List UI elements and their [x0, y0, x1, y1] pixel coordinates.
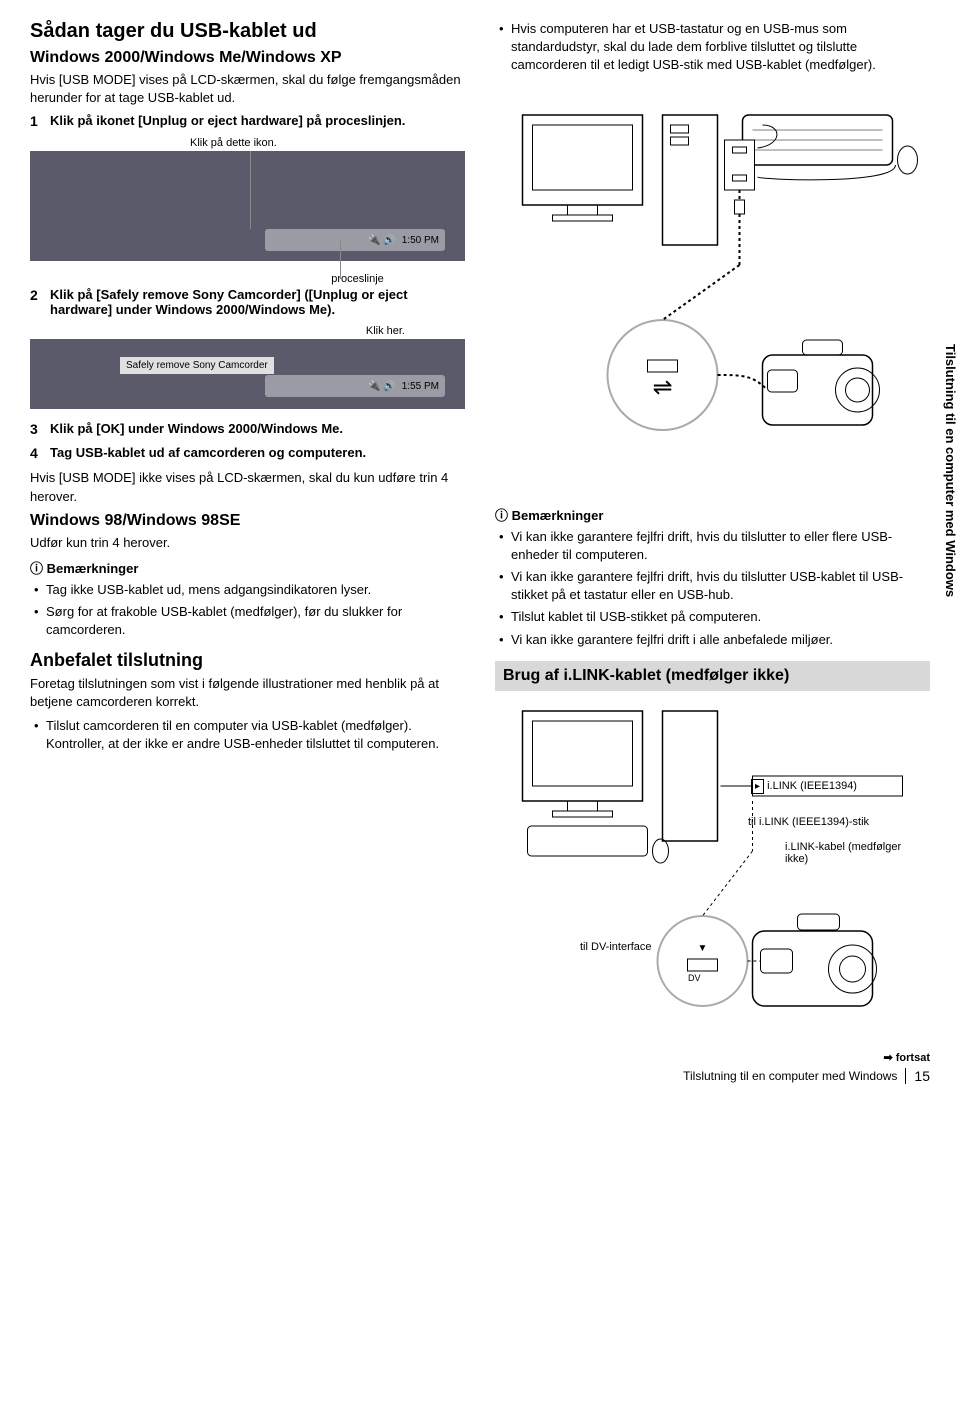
step-4: 4 Tag USB-kablet ud af camcorderen og co… [30, 445, 465, 461]
right-top-list: Hvis computeren har et USB-tastatur og e… [495, 20, 930, 75]
section-band-ilink: Brug af i.LINK-kablet (medfølger ikke) [495, 661, 930, 691]
step-text: Klik på [OK] under Windows 2000/Windows … [50, 421, 343, 437]
page-number: 15 [905, 1068, 930, 1084]
taskbar-tray-2: 🔌 🔊 1:55 PM [265, 375, 445, 397]
proceslinje-label: proceslinje [250, 273, 465, 285]
tooltip-safely-remove: Safely remove Sony Camcorder [120, 357, 274, 374]
step-text: Tag USB-kablet ud af camcorderen og comp… [50, 445, 366, 461]
notes-heading: Bemærkninger [30, 558, 465, 577]
page-footer: fortsat Tilslutning til en computer med … [30, 1051, 930, 1084]
footer-title: Tilslutning til en computer med Windows [683, 1069, 897, 1083]
taskbar-screenshot-2: Safely remove Sony Camcorder 🔌 🔊 1:55 PM [30, 339, 465, 409]
klik-her-label: Klik her. [30, 325, 465, 337]
note-item: Vi kan ikke garantere fejlfri drift, hvi… [511, 528, 930, 564]
ilink-port-label: ▸ i.LINK (IEEE1394) [751, 779, 857, 794]
note-item: Tilslut kablet til USB-stikket på comput… [511, 608, 930, 626]
list-item: Tilslut camcorderen til en computer via … [46, 717, 465, 753]
notes-list: Tag ikke USB-kablet ud, mens adgangsindi… [30, 581, 465, 640]
ilink-diagram: ▼ ▸ i.LINK (IEEE1394) til i.LINK (IEEE13… [495, 701, 930, 1021]
anbefalet-list: Tilslut camcorderen til en computer via … [30, 717, 465, 753]
list-item: Hvis computeren har et USB-tastatur og e… [511, 20, 930, 75]
para-usb-mode: Hvis [USB MODE] ikke vises på LCD-skærme… [30, 469, 465, 505]
icon-label: Klik på dette ikon. [190, 137, 465, 149]
usb-diagram: ⇌ [495, 85, 930, 505]
step-text: Klik på ikonet [Unplug or eject hardware… [50, 113, 405, 129]
note-item: Vi kan ikke garantere fejlfri drift i al… [511, 631, 930, 649]
side-tab: Tilslutning til en computer med Windows [941, 340, 960, 601]
clock-2: 1:55 PM [402, 381, 439, 392]
ilink-text: i.LINK (IEEE1394) [767, 780, 857, 792]
clock-1: 1:50 PM [402, 235, 439, 246]
note-item: Sørg for at frakoble USB-kablet (medfølg… [46, 603, 465, 639]
intro-text: Hvis [USB MODE] vises på LCD-skærmen, sk… [30, 71, 465, 107]
step-3: 3 Klik på [OK] under Windows 2000/Window… [30, 421, 465, 437]
step-num: 3 [30, 421, 50, 437]
page-title: Sådan tager du USB-kablet ud [30, 20, 465, 43]
pointer-line [250, 151, 251, 229]
step-num: 1 [30, 113, 50, 129]
note-item: Vi kan ikke garantere fejlfri drift, hvi… [511, 568, 930, 604]
continued-label: fortsat [30, 1051, 930, 1064]
right-notes-list: Vi kan ikke garantere fejlfri drift, hvi… [495, 528, 930, 649]
svg-text:▼: ▼ [698, 943, 708, 954]
taskbar-tray: 🔌 🔊 1:50 PM [265, 229, 445, 251]
note-item: Tag ikke USB-kablet ud, mens adgangsindi… [46, 581, 465, 599]
step-1: 1 Klik på ikonet [Unplug or eject hardwa… [30, 113, 465, 129]
taskbar-screenshot-1: 🔌 🔊 1:50 PM [30, 151, 465, 261]
subhead-anbefalet: Anbefalet tilslutning [30, 650, 465, 671]
ilink-kabel-label: i.LINK-kabel (medfølger ikke) [785, 841, 905, 865]
subhead-os: Windows 2000/Windows Me/Windows XP [30, 49, 465, 67]
dv-interface-label: til DV-interface [580, 941, 660, 953]
notes-heading-2: Bemærkninger [495, 505, 930, 524]
subhead-win98: Windows 98/Windows 98SE [30, 512, 465, 530]
section-band-title: Brug af i.LINK-kablet (medfølger ikke) [503, 667, 922, 685]
pointer-line-2 [340, 239, 341, 279]
para-anbefalet: Foretag tilslutningen som vist i følgend… [30, 675, 465, 711]
step-text: Klik på [Safely remove Sony Camcorder] (… [50, 287, 465, 317]
step-num: 2 [30, 287, 50, 317]
dv-label: DV [688, 973, 701, 983]
svg-text:⇌: ⇌ [652, 374, 672, 401]
step-num: 4 [30, 445, 50, 461]
para-win98: Udfør kun trin 4 herover. [30, 534, 465, 552]
ilink-stik-label: til i.LINK (IEEE1394)-stik [748, 816, 869, 828]
step-2: 2 Klik på [Safely remove Sony Camcorder]… [30, 287, 465, 317]
